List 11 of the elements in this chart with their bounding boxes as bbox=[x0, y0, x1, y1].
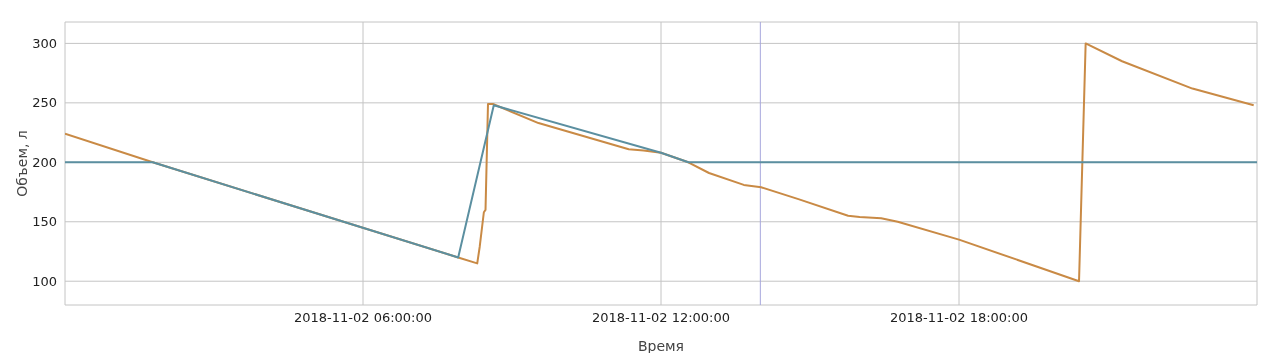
y-tick-label: 100 bbox=[32, 273, 57, 289]
y-tick-label: 200 bbox=[32, 154, 57, 170]
y-tick-label: 250 bbox=[32, 95, 57, 111]
x-tick-label: 2018-11-02 12:00:00 bbox=[591, 310, 731, 326]
x-tick-label: 2018-11-02 06:00:00 bbox=[293, 310, 433, 326]
x-axis-title: Время bbox=[637, 338, 685, 354]
y-tick-label: 150 bbox=[32, 214, 57, 230]
line-series bbox=[65, 104, 1257, 259]
y-tick-label: 300 bbox=[32, 36, 57, 52]
y-axis-title: Объем, л bbox=[13, 130, 30, 197]
x-tick-label: 2018-11-02 18:00:00 bbox=[889, 310, 1029, 326]
